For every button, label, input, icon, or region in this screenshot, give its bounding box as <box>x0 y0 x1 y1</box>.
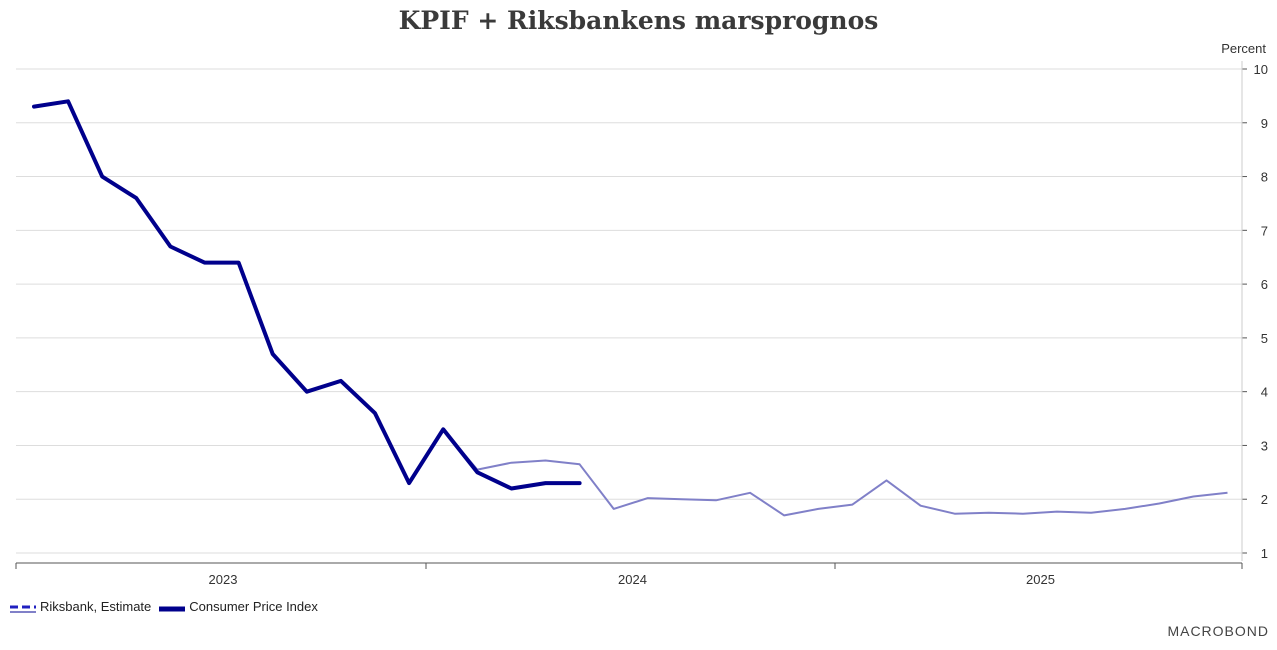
y-tick-label: 7 <box>1261 223 1268 238</box>
legend-item-cpi[interactable]: Consumer Price Index <box>159 599 318 614</box>
axes: 1 2 3 4 5 6 7 8 9 10 2023 2024 2025 <box>15 61 1268 587</box>
legend-label-cpi: Consumer Price Index <box>189 599 318 614</box>
legend-item-estimate[interactable]: Riksbank, Estimate <box>10 599 151 614</box>
y-tick-label: 1 <box>1261 546 1268 561</box>
y-tick-label: 4 <box>1261 385 1268 400</box>
y-tick-label: 6 <box>1261 277 1268 292</box>
y-tick-label: 9 <box>1261 116 1268 131</box>
y-tick-label: 8 <box>1261 170 1268 185</box>
x-tick-label: 2025 <box>1026 572 1055 587</box>
y-tick-label: 5 <box>1261 331 1268 346</box>
y-tick-label: 3 <box>1261 438 1268 453</box>
x-tick-label: 2024 <box>618 572 647 587</box>
legend-label-estimate: Riksbank, Estimate <box>40 599 152 614</box>
legend-swatch-estimate <box>10 602 36 613</box>
y-tick-label: 2 <box>1261 492 1268 507</box>
legend-swatch-cpi <box>159 602 186 612</box>
y-tick-label: 10 <box>1254 62 1268 77</box>
macrobond-logo: MACROBOND <box>1167 623 1269 639</box>
gridlines <box>16 68 1242 554</box>
y-axis-label: Percent <box>1221 41 1266 56</box>
chart-title: KPIF + Riksbankens marsprognos <box>398 6 879 35</box>
series-line-riksbank-estimate <box>33 100 1228 517</box>
series-line-consumer-price-index <box>32 99 582 491</box>
x-tick-label: 2023 <box>209 572 238 587</box>
legend: Riksbank, Estimate Consumer Price Index <box>10 599 326 614</box>
series-lines <box>32 99 1228 517</box>
